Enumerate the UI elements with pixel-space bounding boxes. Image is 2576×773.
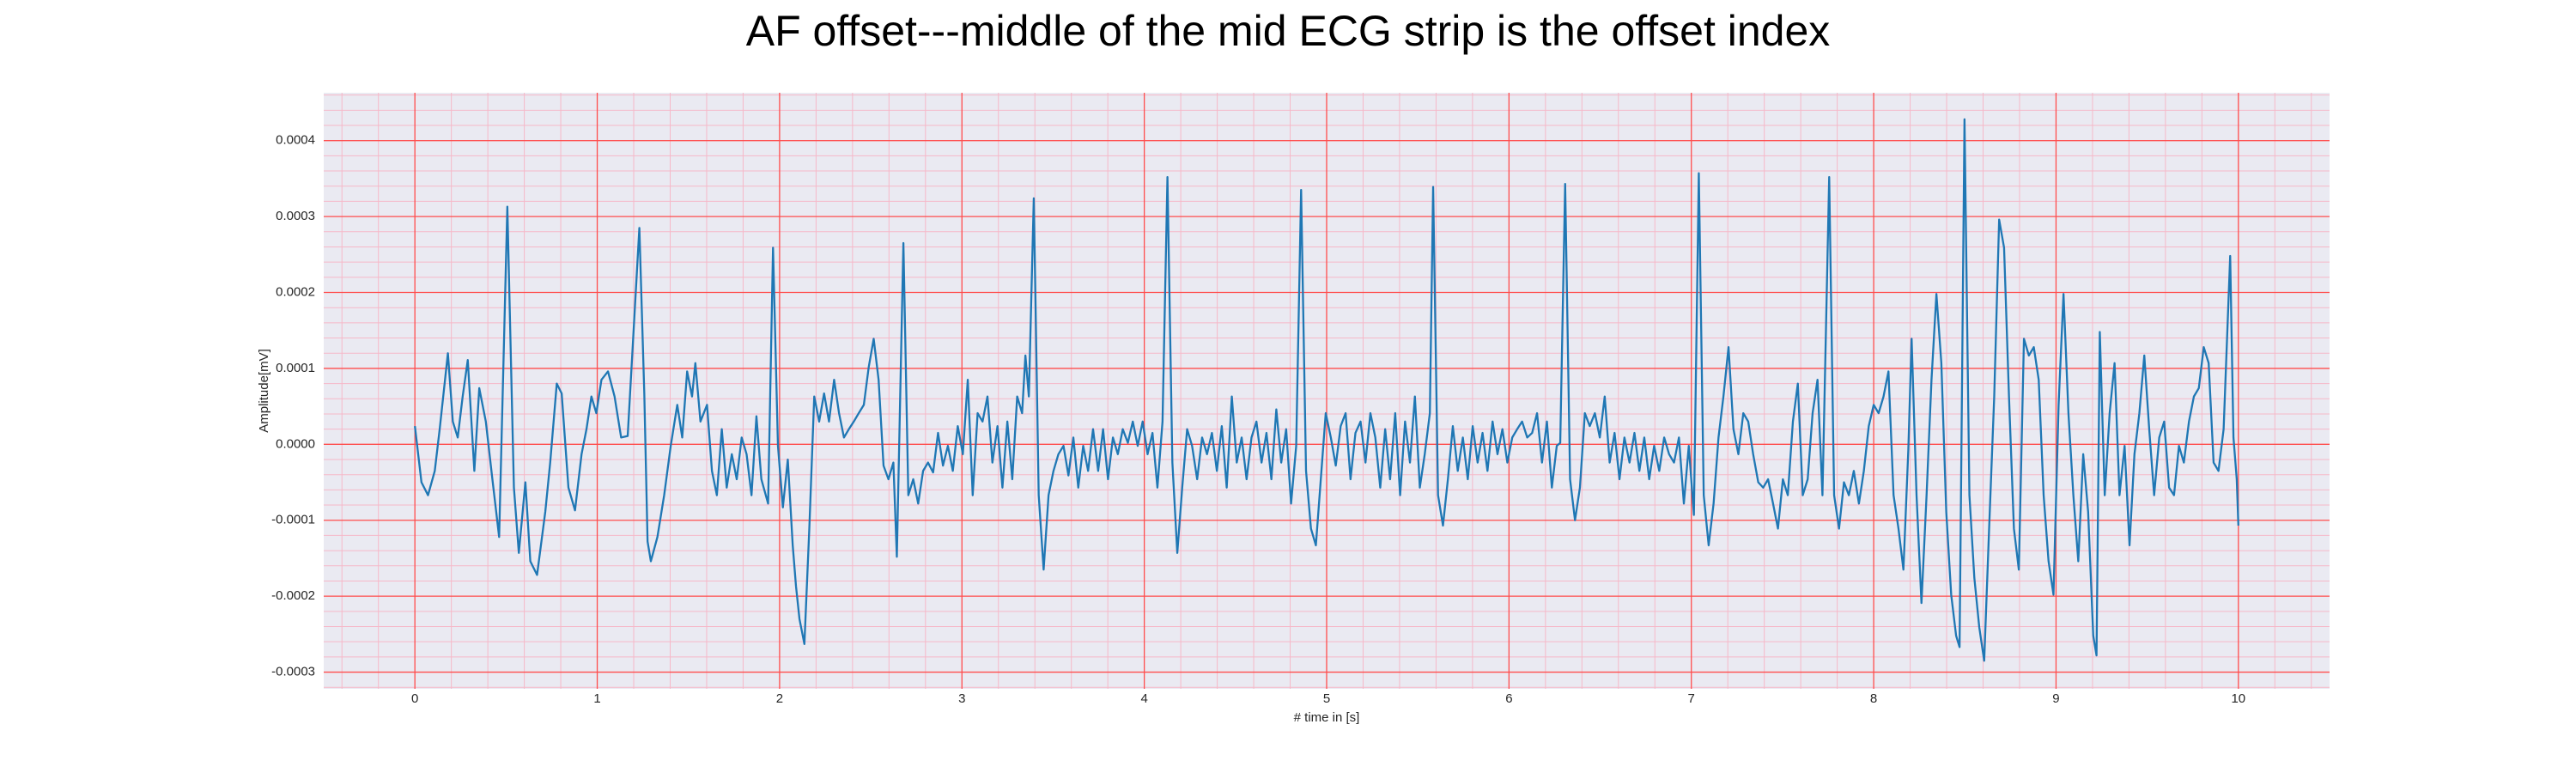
y-tick-label: -0.0001 (271, 513, 315, 527)
x-tick-label: 1 (593, 691, 600, 706)
y-tick-label: 0.0003 (276, 209, 315, 223)
y-axis-label: Amplitude[mV] (257, 349, 271, 433)
y-tick-label: 0.0000 (276, 436, 315, 451)
x-tick-label: 7 (1688, 691, 1695, 706)
x-tick-label: 6 (1505, 691, 1512, 706)
x-tick-label: 2 (776, 691, 783, 706)
y-tick-label: 0.0004 (276, 133, 315, 148)
x-axis-label: # time in [s] (1294, 710, 1360, 725)
x-tick-label: 10 (2231, 691, 2245, 706)
y-tick-label: 0.0001 (276, 361, 315, 375)
x-tick-label: 0 (411, 691, 418, 706)
chart-title: AF offset---middle of the mid ECG strip … (746, 7, 1831, 55)
x-tick-label: 5 (1323, 691, 1330, 706)
x-tick-label: 4 (1140, 691, 1147, 706)
y-tick-label: 0.0002 (276, 284, 315, 299)
ecg-line (414, 118, 2239, 662)
x-tick-label: 3 (958, 691, 965, 706)
x-tick-label: 9 (2052, 691, 2059, 706)
y-tick-label: -0.0003 (271, 665, 315, 679)
x-tick-label: 8 (1870, 691, 1877, 706)
y-tick-label: -0.0002 (271, 588, 315, 603)
